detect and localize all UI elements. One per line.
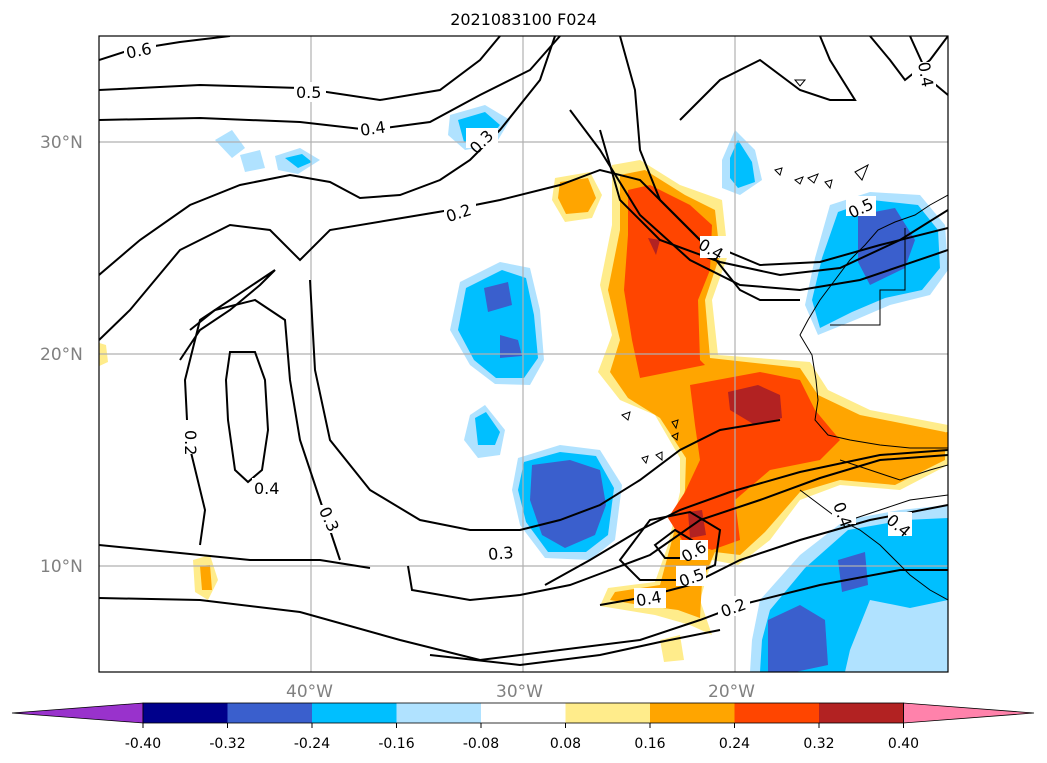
lat-label-30n: 30°N — [40, 133, 83, 153]
colorbar-box — [227, 703, 313, 723]
contour-label: 0.4 — [254, 479, 279, 498]
canary-5 — [854, 163, 869, 181]
contour-label: 0.3 — [487, 543, 514, 564]
grid — [99, 36, 948, 672]
colorbar-box — [565, 703, 651, 723]
contour-0.3-left — [99, 544, 371, 569]
contour-0.4-right-1 — [599, 129, 948, 277]
lon-label-30w: 30°W — [496, 682, 543, 702]
contour-0.2-big — [309, 279, 781, 531]
contour-0.4-south — [544, 449, 948, 586]
colorbar-box — [396, 703, 482, 723]
colorbar-tick-label: 0.08 — [550, 736, 581, 752]
contour-label-group: 0.6 0.5 0.4 0.3 0.2 0.2 0.4 0.3 0.3 0.4 … — [124, 39, 937, 621]
neg-small-e — [240, 150, 265, 172]
contour-0.2-left — [179, 269, 276, 546]
contour-label: 0.5 — [296, 83, 321, 102]
contour-0.5-top — [99, 36, 501, 102]
colorbar-box — [143, 703, 228, 723]
colorbar-box — [481, 703, 566, 723]
positive-dark-3 — [648, 238, 660, 255]
canary-2 — [794, 176, 804, 185]
contour-0.2-bottom — [99, 569, 948, 662]
contour-label: 0.4 — [359, 117, 387, 139]
canary-1 — [774, 167, 783, 176]
contour-0.3-south — [407, 454, 948, 602]
map-title: 2021083100 F024 — [450, 10, 597, 29]
contour-0.4-top — [99, 36, 561, 132]
contour-0.4-right-2 — [569, 109, 948, 292]
neg-center-dark — [484, 282, 512, 312]
positive-small-1b — [558, 178, 596, 214]
lon-label-20w: 20°W — [708, 682, 755, 702]
colorbar-box — [650, 703, 735, 723]
contour-label: 0.4 — [635, 587, 663, 610]
positive-dark-2 — [688, 510, 706, 538]
contour-label: 0.2 — [181, 430, 200, 455]
neg-center-dark-2 — [500, 335, 522, 358]
contour-0.2-lower — [429, 629, 721, 667]
map-frame — [98, 35, 949, 673]
colorbar-tick-label: -0.32 — [209, 736, 245, 752]
cape-verde-5 — [671, 432, 679, 441]
colorbar-tick-label: 0.24 — [719, 736, 750, 752]
colorbar-box — [819, 703, 904, 723]
neg-small-d — [215, 130, 245, 158]
colorbar: -0.40 -0.32 -0.24 -0.16 -0.08 0.08 0.16 0.24 0.3… — [11, 702, 1035, 752]
madeira — [793, 79, 807, 87]
colorbar-tick-label: 0.40 — [888, 736, 919, 752]
neg-small-a2 — [475, 412, 500, 445]
colorbar-tick-label: -0.40 — [125, 736, 161, 752]
canary-4 — [824, 179, 833, 190]
colorbar-box — [734, 703, 820, 723]
coast-n-africa — [799, 194, 948, 449]
neg-small-f2 — [285, 154, 312, 168]
contour-0.3-upper — [99, 36, 556, 276]
contour-0.5-south — [618, 510, 722, 581]
colorbar-tick-label: 0.32 — [803, 736, 834, 752]
neg-small-c2 — [730, 140, 755, 188]
positive-red — [624, 185, 712, 378]
contour-0.5-right — [679, 36, 857, 121]
neg-south-dark — [530, 460, 606, 548]
canary-3 — [807, 173, 819, 184]
contour-label: 0.4 — [914, 60, 937, 88]
colorbar-outline — [142, 702, 904, 724]
border-1 — [830, 228, 906, 326]
border-2 — [839, 459, 948, 481]
cape-verde-3 — [655, 451, 663, 462]
cape-verde-2 — [641, 455, 649, 465]
neg-w-africa-dark-2 — [838, 552, 868, 592]
neg-w-africa-dark — [768, 605, 828, 672]
border-3 — [849, 494, 948, 521]
positive-red-2 — [668, 372, 840, 550]
contour-label: 0.6 — [124, 39, 153, 63]
colorbar-extend-high — [903, 702, 1035, 724]
coast-w-africa — [799, 489, 948, 601]
contour-0.4-left-loop — [224, 351, 270, 484]
positive-dark — [728, 385, 782, 425]
colorbar-tick-label: -0.16 — [378, 736, 414, 752]
cape-verde-4 — [671, 419, 679, 430]
lat-label-10n: 10°N — [40, 557, 83, 577]
contour-0.6-top-right — [869, 36, 948, 82]
lon-label-40w: 40°W — [286, 682, 333, 702]
colorbar-extend-low — [11, 702, 144, 724]
positive-small-2b — [200, 565, 212, 590]
colorbar-tick-label: -0.08 — [463, 736, 499, 752]
colorbar-tick-label: 0.16 — [634, 736, 665, 752]
lat-label-20n: 20°N — [40, 345, 83, 365]
colorbar-box — [312, 703, 397, 723]
cape-verde-1 — [621, 411, 631, 421]
contour-0.3-left-loop — [189, 298, 341, 561]
colorbar-tick-label: -0.24 — [294, 736, 330, 752]
coastlines — [621, 79, 948, 601]
